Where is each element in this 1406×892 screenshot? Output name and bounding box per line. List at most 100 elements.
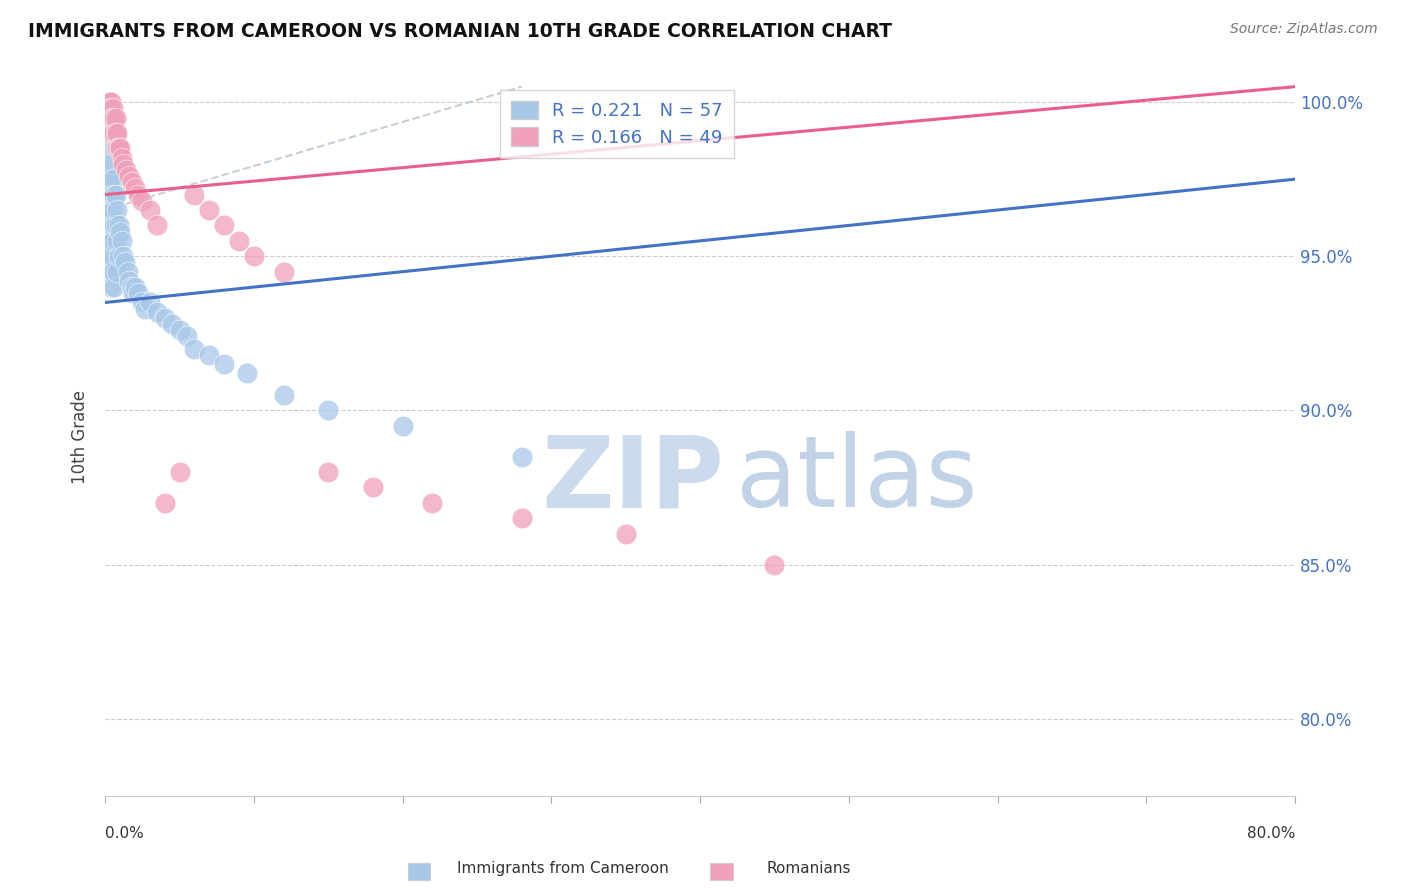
Point bbox=[97, 172, 120, 186]
Point bbox=[100, 126, 122, 140]
Point bbox=[146, 304, 169, 318]
Point bbox=[98, 111, 121, 125]
Point bbox=[105, 265, 128, 279]
Point bbox=[101, 101, 124, 115]
Point bbox=[103, 187, 125, 202]
Point bbox=[103, 219, 125, 233]
Point bbox=[131, 295, 153, 310]
Point bbox=[98, 101, 121, 115]
Point bbox=[101, 111, 124, 125]
Point bbox=[98, 95, 121, 109]
Point bbox=[100, 157, 122, 171]
Point bbox=[121, 280, 143, 294]
Point bbox=[112, 249, 135, 263]
Point bbox=[117, 265, 139, 279]
Point bbox=[183, 187, 205, 202]
Point bbox=[127, 286, 149, 301]
Point bbox=[198, 348, 221, 362]
Point bbox=[97, 157, 120, 171]
Point bbox=[96, 95, 118, 109]
Point bbox=[96, 95, 118, 109]
Point bbox=[100, 111, 122, 125]
Y-axis label: 10th Grade: 10th Grade bbox=[72, 390, 89, 483]
Point bbox=[510, 450, 533, 464]
Point bbox=[96, 219, 118, 233]
Point bbox=[105, 202, 128, 217]
Text: Romanians: Romanians bbox=[766, 861, 851, 876]
Point bbox=[104, 111, 127, 125]
Point bbox=[96, 111, 118, 125]
Point bbox=[100, 95, 122, 109]
Point bbox=[104, 219, 127, 233]
Legend: R = 0.221   N = 57, R = 0.166   N = 49: R = 0.221 N = 57, R = 0.166 N = 49 bbox=[501, 90, 734, 158]
Text: Immigrants from Cameroon: Immigrants from Cameroon bbox=[457, 861, 668, 876]
Point bbox=[97, 95, 120, 109]
Point bbox=[101, 234, 124, 248]
Point bbox=[614, 526, 637, 541]
Text: Source: ZipAtlas.com: Source: ZipAtlas.com bbox=[1230, 22, 1378, 37]
Point bbox=[105, 234, 128, 248]
Point bbox=[107, 249, 129, 263]
Point bbox=[510, 511, 533, 525]
Point bbox=[212, 219, 235, 233]
Point bbox=[105, 141, 128, 155]
Point bbox=[97, 95, 120, 109]
Point bbox=[104, 187, 127, 202]
Point bbox=[104, 126, 127, 140]
Point bbox=[97, 234, 120, 248]
Point bbox=[112, 157, 135, 171]
Point bbox=[103, 111, 125, 125]
Point bbox=[110, 234, 132, 248]
Point bbox=[96, 187, 118, 202]
Point bbox=[131, 194, 153, 208]
Point bbox=[127, 187, 149, 202]
Point bbox=[107, 141, 129, 155]
Point bbox=[96, 95, 118, 109]
Point bbox=[107, 219, 129, 233]
Point bbox=[169, 465, 191, 479]
Point bbox=[97, 202, 120, 217]
Point bbox=[98, 141, 121, 155]
Point bbox=[103, 280, 125, 294]
Text: 0.0%: 0.0% bbox=[105, 826, 143, 841]
Point bbox=[101, 172, 124, 186]
Point bbox=[98, 265, 121, 279]
Point bbox=[101, 265, 124, 279]
Point bbox=[139, 202, 162, 217]
Point bbox=[763, 558, 786, 572]
Point bbox=[110, 151, 132, 165]
Point bbox=[146, 219, 169, 233]
Point bbox=[243, 249, 266, 263]
Point bbox=[100, 280, 122, 294]
Point bbox=[273, 265, 295, 279]
Point bbox=[115, 163, 138, 178]
Point bbox=[96, 249, 118, 263]
Text: IMMIGRANTS FROM CAMEROON VS ROMANIAN 10TH GRADE CORRELATION CHART: IMMIGRANTS FROM CAMEROON VS ROMANIAN 10T… bbox=[28, 22, 893, 41]
Point bbox=[118, 169, 141, 183]
Point bbox=[160, 317, 183, 331]
Point bbox=[100, 249, 122, 263]
Point bbox=[121, 175, 143, 189]
Point bbox=[100, 101, 122, 115]
Point bbox=[235, 367, 257, 381]
Point bbox=[100, 219, 122, 233]
Point bbox=[114, 255, 136, 269]
Point bbox=[361, 480, 384, 494]
Point bbox=[316, 465, 339, 479]
Point bbox=[101, 126, 124, 140]
Point bbox=[98, 172, 121, 186]
Point bbox=[198, 202, 221, 217]
Point bbox=[316, 403, 339, 417]
Point bbox=[101, 202, 124, 217]
Point bbox=[97, 111, 120, 125]
Point bbox=[169, 323, 191, 337]
Point bbox=[100, 187, 122, 202]
Point bbox=[124, 181, 146, 195]
Point bbox=[134, 301, 156, 316]
Point bbox=[118, 274, 141, 288]
Point bbox=[153, 496, 176, 510]
Point bbox=[139, 295, 162, 310]
Point bbox=[212, 357, 235, 371]
Point bbox=[273, 388, 295, 402]
Point bbox=[153, 310, 176, 325]
